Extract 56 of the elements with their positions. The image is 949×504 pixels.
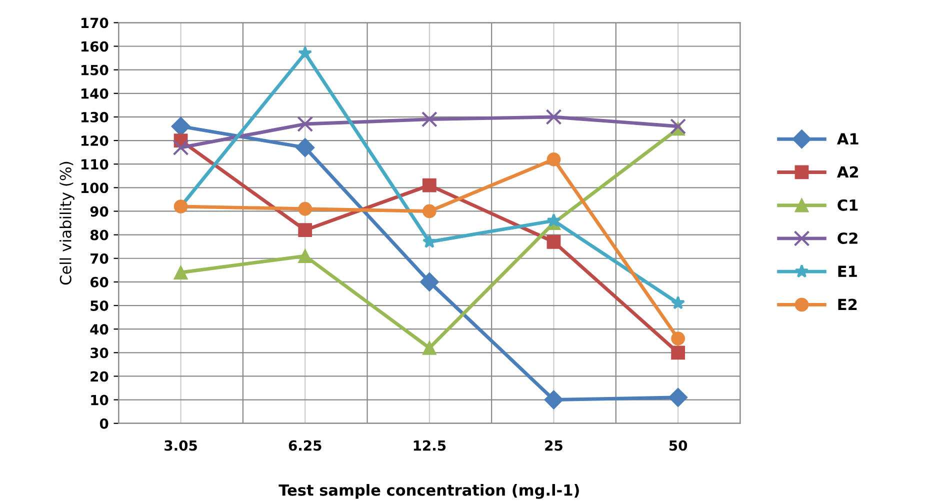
point (174, 266, 188, 280)
point (296, 138, 315, 158)
y-tick-label: 0 (100, 418, 108, 429)
y-tick-label: 110 (81, 159, 108, 170)
point (298, 223, 312, 238)
y-tick-label: 90 (90, 206, 108, 217)
y-tick-label: 150 (81, 64, 108, 76)
x-axis-title: Test sample concentration (mg.l-1) (278, 484, 579, 499)
y-tick-label: 100 (81, 182, 108, 194)
y-tick-label: 30 (90, 348, 108, 358)
legend-label: C2 (838, 232, 858, 244)
point (670, 118, 686, 134)
y-tick-label: 80 (90, 230, 108, 240)
point (671, 346, 686, 360)
y-tick-label: 130 (81, 112, 108, 122)
point (422, 204, 436, 218)
point (546, 152, 561, 166)
x-tick-label: 3.05 (164, 440, 197, 451)
legend-label: A1 (836, 133, 858, 144)
point (420, 272, 439, 292)
legend-label: C1 (838, 199, 858, 211)
point (546, 108, 562, 125)
x-tick-label: 6.25 (288, 440, 322, 451)
y-tick-label: 10 (91, 394, 108, 406)
legend-label: E2 (838, 298, 857, 310)
y-tick-label: 50 (90, 300, 108, 311)
point (422, 340, 436, 355)
point (422, 178, 436, 192)
point (546, 213, 561, 227)
y-tick-label: 160 (81, 41, 108, 52)
point (298, 46, 312, 60)
x-tick-label: 25 (545, 440, 562, 451)
point (298, 202, 312, 216)
point (171, 116, 190, 136)
point (668, 388, 688, 407)
y-tick-label: 40 (90, 324, 108, 335)
point (421, 111, 438, 128)
point (671, 296, 686, 310)
x-tick-label: 50 (669, 440, 688, 451)
x-tick-label: 12.5 (414, 440, 446, 451)
y-tick-label: 20 (90, 371, 108, 382)
point (671, 332, 686, 346)
y-axis-title: Cell viability (%) (60, 162, 74, 285)
y-tick-label: 70 (90, 253, 108, 264)
y-tick-label: 120 (81, 135, 108, 146)
point (544, 390, 564, 410)
y-tick-label: 60 (90, 276, 108, 288)
legend-label: A2 (836, 166, 858, 178)
point (297, 116, 314, 132)
legend-label: E1 (838, 266, 857, 277)
point (422, 234, 436, 248)
point (172, 140, 189, 156)
y-tick-label: 170 (81, 18, 108, 28)
point (298, 249, 312, 263)
point (546, 234, 561, 249)
y-tick-label: 140 (81, 88, 108, 99)
